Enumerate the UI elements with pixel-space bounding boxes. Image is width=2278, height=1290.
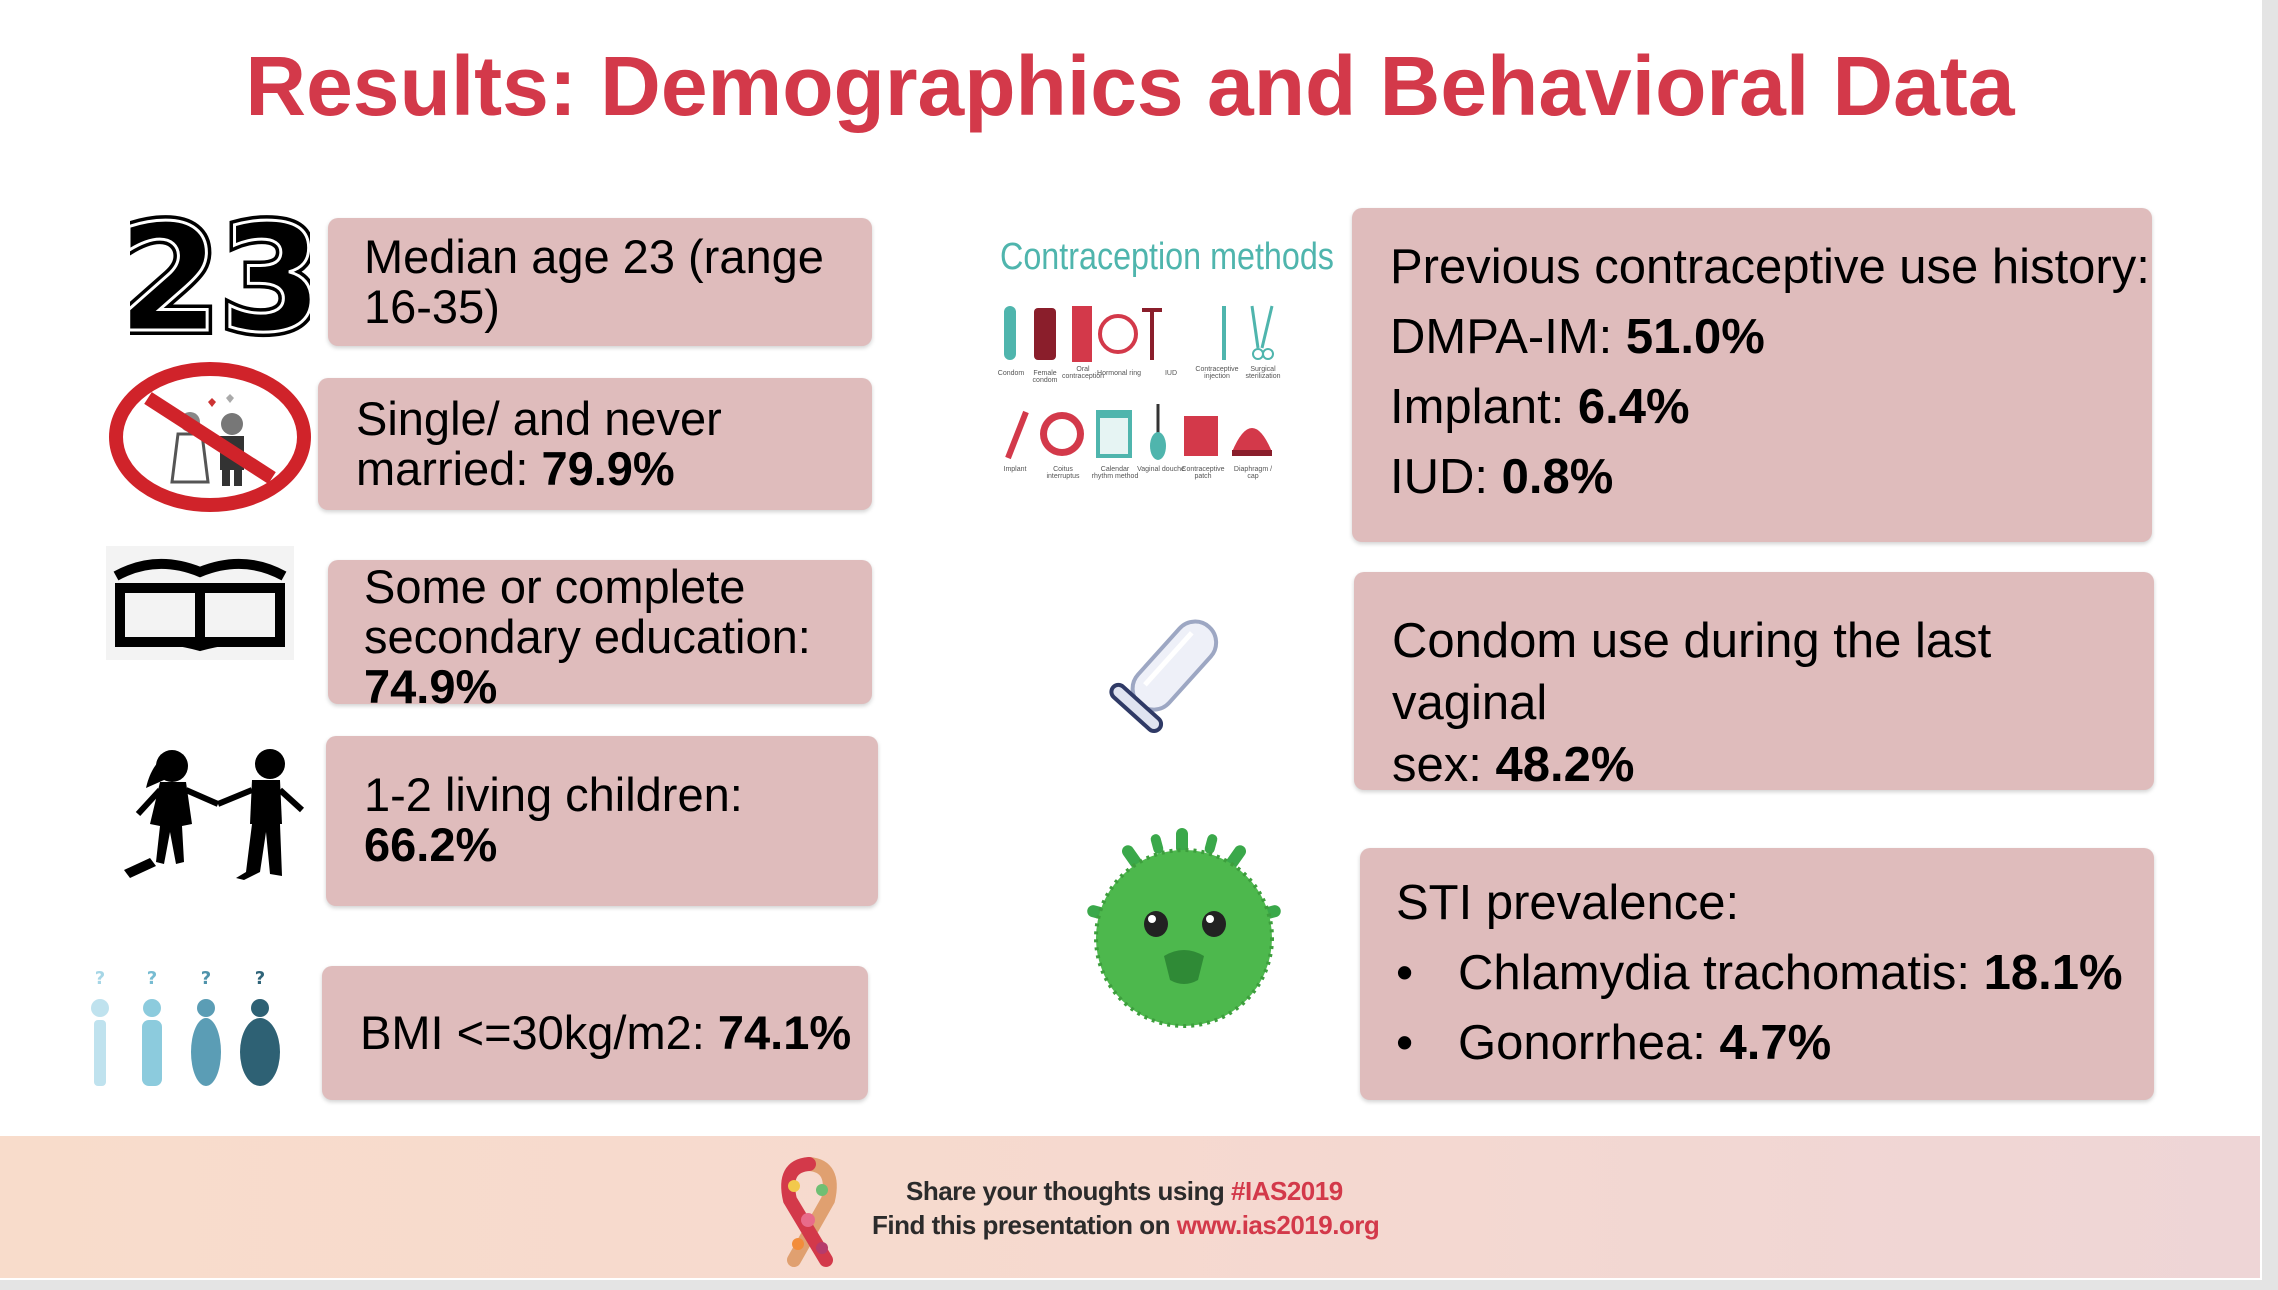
no-marriage-icon <box>108 362 312 512</box>
marital-line1: Single/ and never <box>356 392 722 445</box>
median-age-box: Median age 23 (range 16-35) <box>328 218 872 346</box>
children-box: 1-2 living children: 66.2% <box>326 736 878 906</box>
contraceptive-patch-icon <box>1184 416 1218 456</box>
bmi-box: BMI <=30kg/m2: 74.1% <box>322 966 868 1100</box>
condom-icon <box>1004 306 1016 360</box>
surgical-sterilization-icon <box>1250 305 1274 349</box>
median-age-line1: Median age 23 (range <box>364 230 824 283</box>
label-female-condom: Female condom <box>1032 370 1058 384</box>
svg-text:?: ? <box>255 968 265 989</box>
contraception-methods-title: Contraception methods <box>1000 236 1334 278</box>
label-diaphragm: Diaphragm / cap <box>1233 466 1273 480</box>
number-23-icon: 23 23 <box>112 188 328 370</box>
marital-status-box: Single/ and never married: 79.9% <box>318 378 872 510</box>
oral-contraception-icon <box>1072 306 1092 362</box>
history-item-dmpa: DMPA-IM: 51.0% <box>1390 310 1765 364</box>
label-condom: Condom <box>997 370 1025 377</box>
implant-icon <box>1005 410 1029 460</box>
condom-label: sex: <box>1392 738 1496 792</box>
svg-text:23: 23 <box>130 212 310 338</box>
sti-heading: STI prevalence: <box>1396 876 1740 930</box>
education-box: Some or complete secondary education: 74… <box>328 560 872 712</box>
slide-title: Results: Demographics and Behavioral Dat… <box>245 39 2015 133</box>
diaphragm-icon <box>1232 428 1272 452</box>
label-patch: Contraceptive patch <box>1181 466 1225 480</box>
sti-prevalence-box: STI prevalence: • Chlamydia trachomatis: … <box>1360 848 2154 1100</box>
label-oral-contraception: Oral contraception <box>1061 366 1105 380</box>
window-edge-right <box>2262 0 2278 1290</box>
education-line2: secondary education: <box>364 610 811 663</box>
footer-share-line: Share your thoughts using #IAS2019 <box>906 1176 1343 1206</box>
contraceptive-history-box: Previous contraceptive use history: DMPA… <box>1352 208 2152 542</box>
label-implant: Implant <box>1003 466 1027 473</box>
label-injection: Contraceptive injection <box>1195 366 1239 380</box>
condom-value: 48.2% <box>1495 738 1635 792</box>
label-coitus-interruptus: Coitus interruptus <box>1046 466 1080 480</box>
marital-value: 79.9% <box>541 442 675 495</box>
contraception-methods-icons: Condom Female condom Oral contraception … <box>996 300 1286 480</box>
svg-text:?: ? <box>95 968 105 989</box>
education-value: 74.9% <box>364 660 498 713</box>
bmi-label: BMI <=30kg/m2: <box>360 1006 718 1059</box>
female-condom-icon <box>1034 308 1056 360</box>
hormonal-ring-icon <box>1098 314 1138 354</box>
history-heading: Previous contraceptive use history: <box>1390 240 2150 294</box>
svg-text:?: ? <box>147 968 157 989</box>
footer-find-line: Find this presentation on www.ias2019.or… <box>872 1210 1380 1240</box>
history-item-iud: IUD: 0.8% <box>1390 450 1614 504</box>
label-vaginal-douche: Vaginal douche <box>1137 466 1185 473</box>
website-link[interactable]: www.ias2019.org <box>1176 1210 1380 1240</box>
condom-icon <box>1100 606 1230 746</box>
bmi-figures-icon: ? ? ? ? <box>80 966 286 1090</box>
condom-use-box: Condom use during the last vaginal sex: … <box>1354 572 2154 792</box>
label-sterilization: Surgical sterilization <box>1245 366 1281 380</box>
condom-line1: Condom use during the last vaginal <box>1392 614 1992 730</box>
svg-text:23: 23 <box>130 212 310 338</box>
ribbon-logo-icon <box>764 1156 854 1270</box>
svg-text:?: ? <box>201 968 211 989</box>
median-age-line2: 16-35) <box>364 280 500 333</box>
education-book-icon <box>106 546 294 660</box>
hashtag-link[interactable]: #IAS2019 <box>1231 1176 1343 1206</box>
window-edge-bottom <box>0 1280 2278 1290</box>
label-iud: IUD <box>1164 370 1178 377</box>
sti-item-chlamydia: • Chlamydia trachomatis: 18.1% <box>1396 946 2123 1000</box>
marital-label: married: <box>356 442 542 495</box>
education-line1: Some or complete <box>364 560 746 613</box>
bmi-value: 74.1% <box>717 1006 852 1059</box>
label-calendar-method: Calendar rhythm method <box>1091 466 1139 480</box>
sti-item-gonorrhea: • Gonorrhea: 4.7% <box>1396 1016 1832 1070</box>
children-line1: 1-2 living children: <box>364 768 743 821</box>
children-silhouette-icon <box>120 740 306 886</box>
history-item-implant: Implant: 6.4% <box>1390 380 1690 434</box>
children-value: 66.2% <box>364 818 498 871</box>
label-hormonal-ring: Hormonal ring <box>1097 370 1141 377</box>
microbe-plush-icon <box>1086 820 1282 1040</box>
footer-banner: Share your thoughts using #IAS2019 Find … <box>0 1136 2260 1278</box>
iud-icon <box>1142 308 1162 360</box>
